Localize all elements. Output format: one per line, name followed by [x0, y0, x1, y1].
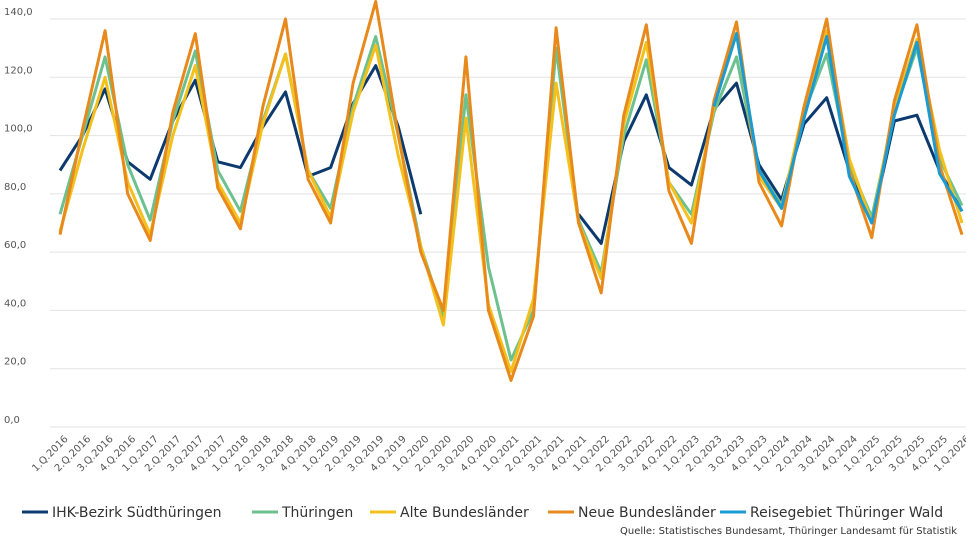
- legend-label: Thüringen: [281, 505, 353, 521]
- series-line: [58, 0, 964, 382]
- y-tick-label: 140,0: [4, 7, 33, 18]
- legend-item: IHK-Bezirk Südthüringen: [22, 505, 221, 521]
- legend-item: Reisegebiet Thüringer Wald: [720, 505, 943, 521]
- y-tick-label: 80,0: [4, 182, 26, 193]
- legend-label: Reisegebiet Thüringer Wald: [750, 505, 943, 521]
- legend-item: Thüringen: [252, 505, 353, 521]
- y-tick-label: 60,0: [4, 240, 26, 251]
- series-line: [712, 32, 964, 225]
- source-note: Quelle: Statistisches Bundesamt, Thüring…: [620, 526, 957, 537]
- legend-label: IHK-Bezirk Südthüringen: [52, 505, 221, 521]
- series-line: [58, 64, 964, 245]
- y-tick-label: 20,0: [4, 357, 26, 368]
- y-tick-label: 40,0: [4, 298, 26, 309]
- legend-label: Alte Bundesländer: [400, 505, 529, 521]
- legend-label: Neue Bundesländer: [578, 505, 716, 521]
- y-tick-label: 100,0: [4, 124, 33, 135]
- legend-item: Neue Bundesländer: [548, 505, 716, 521]
- y-tick-label: 120,0: [4, 65, 33, 76]
- legend-item: Alte Bundesländer: [370, 505, 529, 521]
- y-tick-label: 0,0: [4, 415, 20, 426]
